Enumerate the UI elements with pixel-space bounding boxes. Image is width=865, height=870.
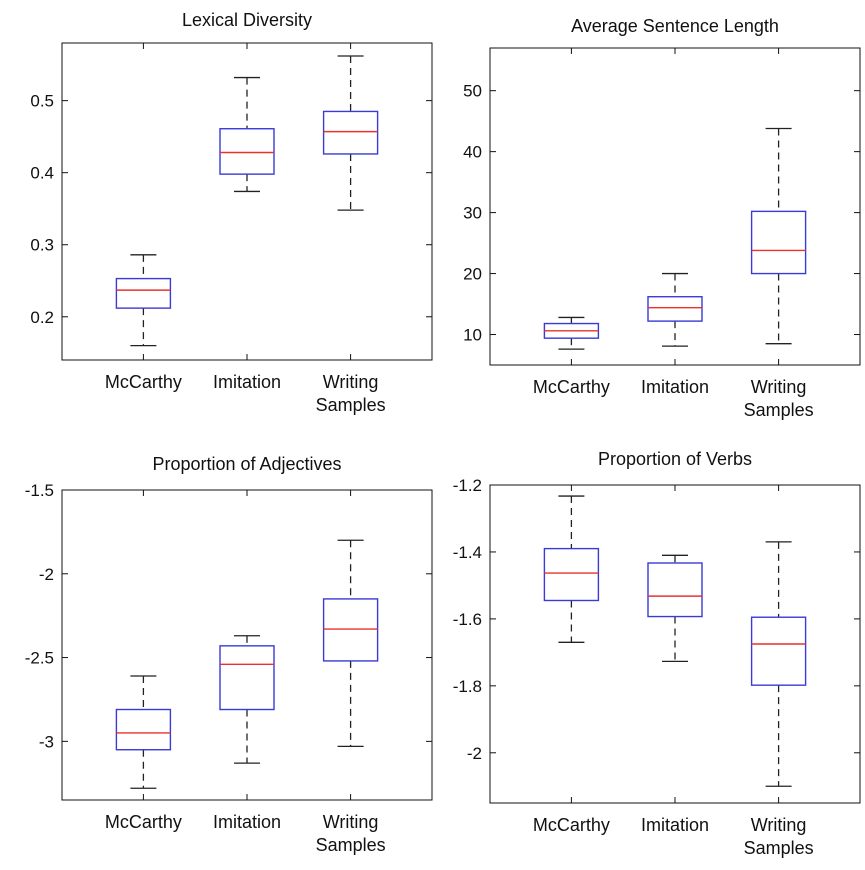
box-2: Imitation <box>213 490 281 832</box>
category-label: McCarthy <box>105 372 182 392</box>
box-3: Writing Samples <box>316 43 386 415</box>
category-label-line: McCarthy <box>105 812 182 832</box>
y-tick-label: 0.3 <box>30 236 54 255</box>
category-label-line: Writing <box>751 377 807 397</box>
box-iqr <box>750 210 807 275</box>
category-label: McCarthy <box>105 812 182 832</box>
category-label-line: Imitation <box>641 815 709 835</box>
y-tick-label: -1.2 <box>453 476 482 495</box>
category-label: Writing Samples <box>744 377 814 420</box>
y-tick-label: -1.6 <box>453 610 482 629</box>
y-tick-label: 20 <box>463 265 482 284</box>
box-3: Writing Samples <box>744 485 814 858</box>
box-1: McCarthy <box>533 48 610 397</box>
plot-frame <box>61 489 433 801</box>
category-label-line: Writing <box>323 812 379 832</box>
box-3: Writing Samples <box>744 48 814 420</box>
box-1: McCarthy <box>105 43 182 392</box>
category-label-line: Samples <box>316 835 386 855</box>
category-label-line: Samples <box>744 400 814 420</box>
category-label: Imitation <box>213 372 281 392</box>
chart-title: Proportion of Verbs <box>598 449 752 469</box>
category-label: McCarthy <box>533 815 610 835</box>
box-iqr <box>322 110 379 155</box>
y-tick-label: -1.5 <box>25 481 54 500</box>
chart-panel-3: Proportion of Adjectives -3 -2.5 -2 -1.5 McCa… <box>25 454 433 855</box>
y-tick-label: 40 <box>463 143 482 162</box>
category-label: Writing Samples <box>316 372 386 415</box>
box-2: Imitation <box>641 48 709 397</box>
category-label-line: McCarthy <box>533 815 610 835</box>
y-tick-label: 0.4 <box>30 164 54 183</box>
y-tick-label: 0.2 <box>30 308 54 327</box>
category-label-line: Imitation <box>213 812 281 832</box>
box-2: Imitation <box>213 43 281 392</box>
y-tick-label: 0.5 <box>30 92 54 111</box>
category-label: Imitation <box>213 812 281 832</box>
y-tick-label: -2.5 <box>25 649 54 668</box>
y-tick-label: -1.8 <box>453 677 482 696</box>
box-iqr <box>750 616 807 686</box>
y-tick-label: 10 <box>463 326 482 345</box>
box-iqr <box>322 598 379 662</box>
category-label: Writing Samples <box>744 815 814 858</box>
category-label: McCarthy <box>533 377 610 397</box>
category-label: Imitation <box>641 815 709 835</box>
y-tick-label: -1.4 <box>453 543 482 562</box>
box-iqr <box>115 708 172 751</box>
box-iqr <box>647 562 703 618</box>
category-label-line: Imitation <box>213 372 281 392</box>
box-2: Imitation <box>641 485 709 835</box>
y-tick-label: 30 <box>463 204 482 223</box>
box-iqr <box>543 547 600 602</box>
chart-title: Average Sentence Length <box>571 16 779 36</box>
box-3: Writing Samples <box>316 490 386 855</box>
box-iqr <box>219 645 275 711</box>
chart-title: Lexical Diversity <box>182 10 312 30</box>
category-label-line: McCarthy <box>533 377 610 397</box>
box-1: McCarthy <box>105 490 182 832</box>
y-tick-label: 50 <box>463 82 482 101</box>
y-tick-label: -3 <box>39 732 54 751</box>
plot-frame <box>489 47 861 366</box>
category-label-line: McCarthy <box>105 372 182 392</box>
chart-panel-1: Lexical Diversity 0.2 0.3 0.4 0.5 McCarthy Imi… <box>30 10 433 415</box>
category-label: Imitation <box>641 377 709 397</box>
y-tick-label: -2 <box>467 744 482 763</box>
category-label-line: Imitation <box>641 377 709 397</box>
category-label: Writing Samples <box>316 812 386 855</box>
box-iqr <box>115 277 172 309</box>
box-1: McCarthy <box>533 485 610 835</box>
chart-title: Proportion of Adjectives <box>152 454 341 474</box>
chart-panel-2: Average Sentence Length 10 20 30 40 50 McCarth… <box>463 16 861 420</box>
category-label-line: Writing <box>323 372 379 392</box>
chart-panel-4: Proportion of Verbs -2 -1.8 -1.6 -1.4 -1.2 McC… <box>453 449 861 858</box>
box-iqr <box>647 296 703 322</box>
category-label-line: Writing <box>751 815 807 835</box>
box-iqr <box>219 128 275 175</box>
category-label-line: Samples <box>744 838 814 858</box>
y-tick-label: -2 <box>39 565 54 584</box>
category-label-line: Samples <box>316 395 386 415</box>
